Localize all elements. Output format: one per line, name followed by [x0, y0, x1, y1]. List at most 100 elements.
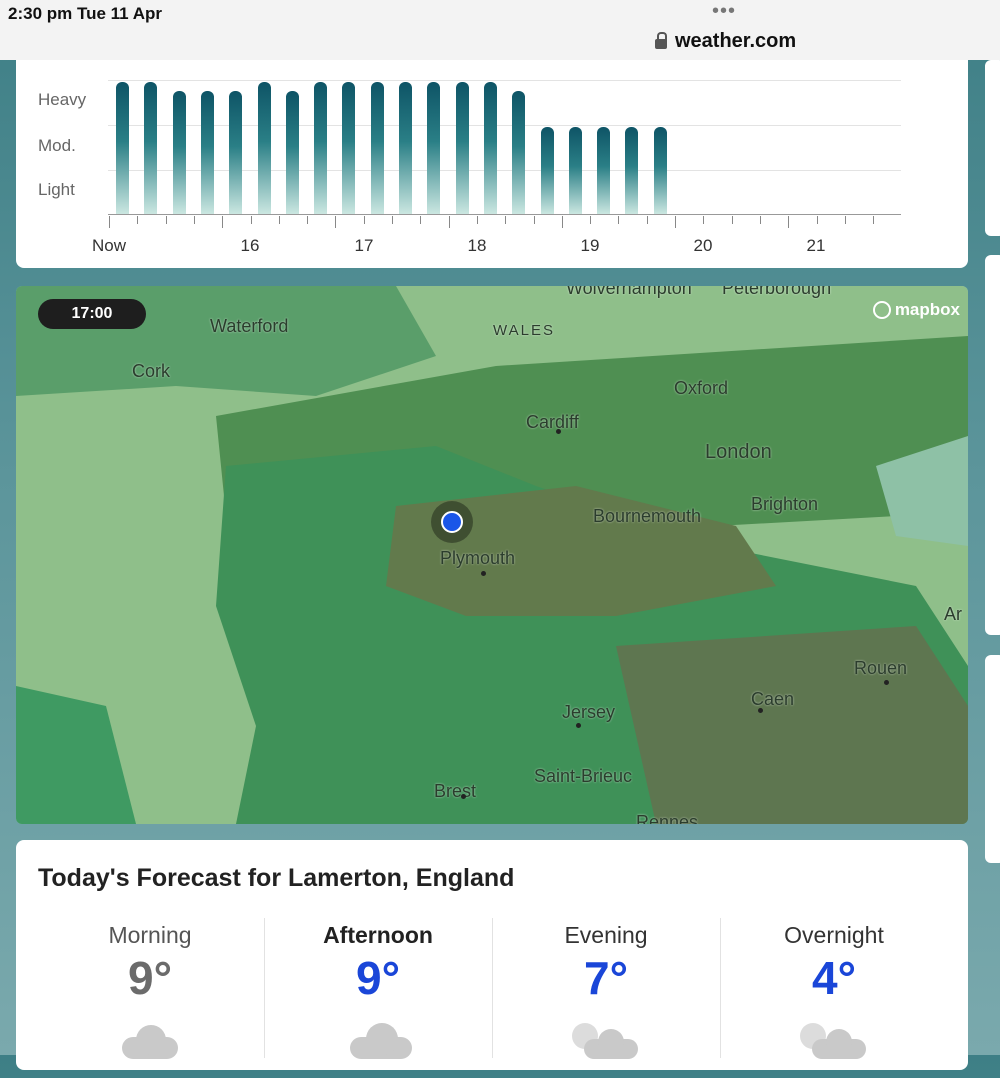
precip-bar [285, 91, 299, 214]
place-plymouth: Plymouth [440, 548, 516, 568]
precip-bar [370, 82, 384, 214]
x-label-17: 17 [354, 236, 374, 255]
precip-bar [229, 91, 243, 214]
x-tick [703, 216, 705, 224]
x-tick [307, 216, 309, 224]
place-peterborough: Peterborough [722, 286, 832, 298]
precip-bar [116, 82, 129, 214]
period-temp: 9° [128, 952, 172, 1004]
current-location-marker[interactable] [431, 501, 473, 543]
place-caen: Caen [751, 689, 795, 709]
mapbox-text: mapbox [894, 300, 960, 319]
mapbox-icon [872, 301, 891, 319]
x-tick [193, 216, 195, 224]
period-label: Overnight [784, 922, 884, 948]
x-tick [476, 216, 478, 224]
place-waterford: Waterford [210, 316, 289, 336]
y-label-heavy: Heavy [38, 90, 87, 109]
x-tick [222, 216, 224, 228]
precipitation-chart-card: Heavy Mod. Light Now 16 17 18 19 20 21 [16, 60, 968, 268]
x-tick [420, 216, 422, 224]
place-london: London [705, 441, 772, 463]
period-label: Morning [108, 922, 192, 948]
x-tick [109, 216, 110, 228]
status-bar: 2:30 pm Tue 11 Apr ••• weather.com [0, 0, 1000, 60]
place-cardiff: Cardiff [526, 412, 579, 432]
place-saint-brieuc: Saint-Brieuc [534, 766, 633, 786]
precip-bar [200, 91, 214, 214]
place-ar: Ar [944, 604, 962, 624]
moon-cloud-icon [800, 1023, 866, 1059]
more-dots-icon[interactable]: ••• [712, 0, 737, 22]
grid-line [108, 170, 901, 171]
x-label-21: 21 [806, 236, 826, 255]
forecast-period-morning[interactable]: Morning 9° [36, 918, 264, 1078]
x-tick [165, 216, 167, 224]
precip-bar [427, 82, 441, 214]
x-label-now: Now [91, 236, 127, 255]
forecast-card: Today's Forecast for Lamerton, England M… [16, 840, 968, 1070]
precip-bar [399, 82, 412, 214]
period-label: Afternoon [323, 922, 433, 948]
x-tick [873, 216, 875, 224]
column-divider [720, 918, 721, 1058]
period-temp: 7° [584, 952, 628, 1004]
lock-icon [655, 31, 667, 49]
x-tick [561, 216, 563, 228]
column-divider [492, 918, 493, 1058]
x-tick [392, 216, 393, 224]
x-tick [533, 216, 535, 224]
x-tick [278, 216, 280, 224]
cloud-icon [346, 1023, 412, 1059]
precip-bar [483, 82, 497, 214]
forecast-period-afternoon[interactable]: Afternoon 9° [264, 918, 492, 1078]
x-tick [646, 216, 648, 224]
place-rouen: Rouen [854, 658, 908, 678]
precip-bar [172, 91, 186, 214]
grid-line [108, 80, 901, 81]
cloud-icon [118, 1023, 182, 1059]
place-wales: WALES [493, 322, 555, 339]
x-tick [505, 216, 507, 224]
x-label-16: 16 [240, 236, 260, 255]
side-card-edge [985, 655, 1000, 863]
x-tick [788, 216, 790, 228]
x-tick [731, 216, 733, 224]
period-temp: 9° [356, 952, 400, 1004]
place-dot [481, 571, 486, 576]
precip-bar [568, 127, 582, 214]
forecast-period-overnight[interactable]: Overnight 4° [720, 918, 948, 1078]
forecast-period-evening[interactable]: Evening 7° [492, 918, 720, 1078]
place-dot [884, 680, 889, 685]
x-tick [759, 216, 761, 224]
precip-bar [653, 127, 667, 214]
precip-bar [512, 91, 526, 214]
x-tick [618, 216, 620, 224]
precip-bar [597, 127, 611, 214]
time-pill[interactable]: 17:00 [38, 299, 146, 329]
precip-bar [342, 82, 356, 214]
place-dot [556, 429, 561, 434]
place-bournemouth: Bournemouth [593, 506, 702, 526]
side-card-edge [985, 60, 1000, 236]
url-text: weather.com [675, 30, 797, 52]
radar-map[interactable]: 17:00 mapbox Wolverhampton Peterborough … [16, 286, 968, 824]
mapbox-logo: mapbox [872, 300, 960, 320]
place-dot [758, 708, 763, 713]
x-tick [675, 216, 676, 228]
precip-bar [257, 82, 271, 214]
x-tick [250, 216, 252, 224]
precip-bar [625, 127, 639, 214]
precip-bar [144, 82, 158, 214]
precip-bar [314, 82, 328, 214]
place-brighton: Brighton [751, 494, 819, 514]
status-time: 2:30 pm Tue 11 Apr [8, 4, 162, 23]
address-bar[interactable]: weather.com [655, 30, 796, 53]
place-dot [461, 794, 466, 799]
place-dot [576, 723, 581, 728]
place-cork: Cork [132, 361, 171, 381]
map-background [16, 286, 968, 824]
x-tick [844, 216, 846, 224]
period-temp: 4° [812, 952, 856, 1004]
moon-cloud-icon [572, 1023, 638, 1059]
